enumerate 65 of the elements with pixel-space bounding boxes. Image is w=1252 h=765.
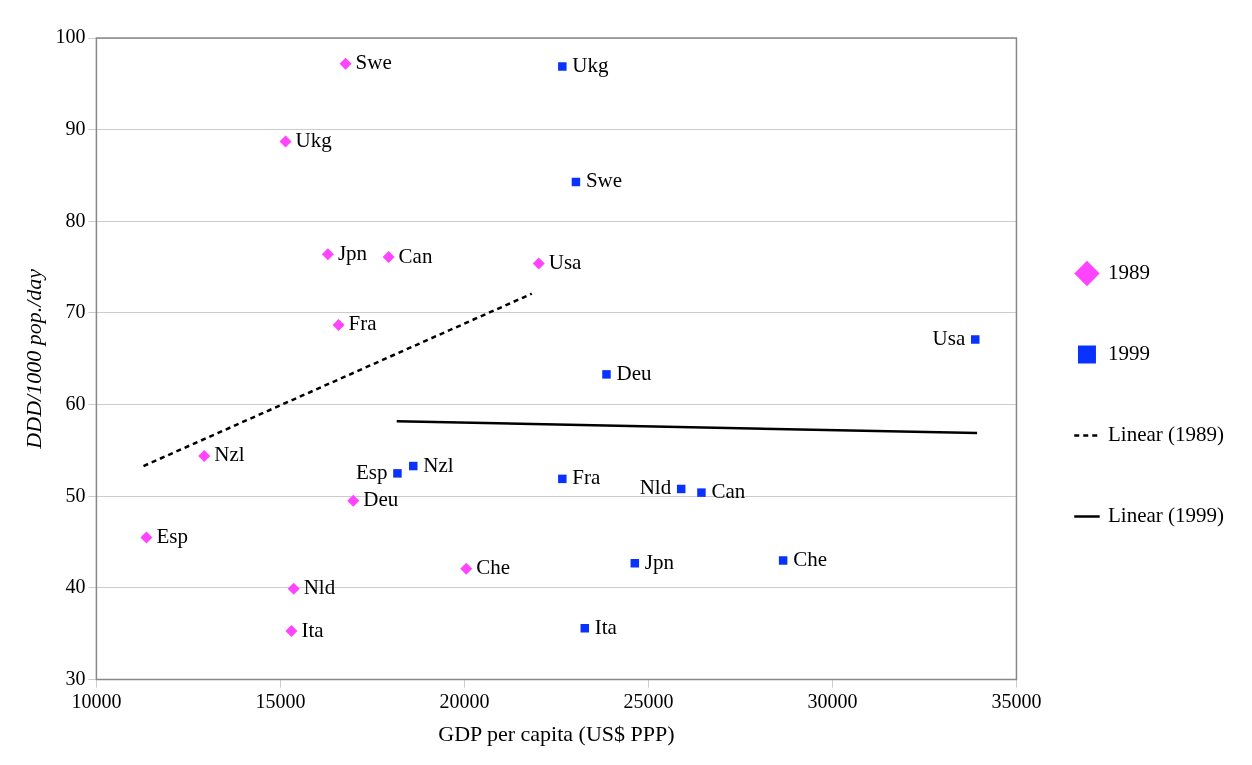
point bbox=[321, 248, 334, 261]
y-tick-label: 30 bbox=[65, 666, 86, 689]
y-tick-label: 60 bbox=[65, 391, 86, 414]
x-axis-title: GDP per capita (US$ PPP) bbox=[438, 720, 675, 746]
legend-label: 1999 bbox=[1107, 341, 1150, 366]
x-tick-label: 30000 bbox=[807, 689, 858, 712]
annotation: Can bbox=[398, 243, 433, 268]
point bbox=[532, 257, 545, 270]
annotation: Jpn bbox=[337, 240, 368, 265]
x-tick-label: 25000 bbox=[623, 689, 674, 712]
annotation: Deu bbox=[363, 487, 399, 512]
annotation: Can bbox=[711, 479, 746, 504]
point bbox=[697, 488, 706, 497]
annotation: Nzl bbox=[214, 442, 245, 467]
annotation: Fra bbox=[348, 311, 378, 336]
point bbox=[393, 469, 402, 478]
annotation: Jpn bbox=[644, 549, 675, 574]
point bbox=[602, 370, 611, 379]
y-tick-label: 40 bbox=[65, 575, 86, 598]
y-tick-label: 100 bbox=[55, 25, 86, 48]
x-tick-label: 15000 bbox=[255, 689, 306, 712]
annotation: Ukg bbox=[572, 52, 609, 77]
y-axis-title: DDD/1000 pop./day bbox=[20, 268, 46, 450]
point bbox=[140, 531, 153, 544]
annotation: Deu bbox=[616, 360, 652, 385]
annotation: Usa bbox=[548, 249, 583, 274]
y-tick-label: 80 bbox=[65, 208, 86, 231]
y-tick-label: 50 bbox=[65, 483, 86, 506]
annotation: Fra bbox=[572, 465, 601, 490]
y-tick-label: 90 bbox=[65, 116, 86, 139]
legend-label: Linear (1999) bbox=[1107, 503, 1225, 528]
point bbox=[285, 625, 298, 638]
legend-label: 1989 bbox=[1107, 260, 1150, 285]
annotation: Usa bbox=[932, 326, 966, 351]
point bbox=[558, 474, 567, 484]
annotation: Ukg bbox=[295, 128, 333, 153]
annotation: Swe bbox=[355, 50, 392, 75]
point bbox=[409, 461, 418, 471]
annotation: Ita bbox=[301, 617, 325, 642]
point bbox=[198, 449, 211, 462]
annotation: Ita bbox=[594, 614, 618, 639]
point bbox=[287, 582, 300, 595]
x-tick-label: 20000 bbox=[439, 689, 490, 712]
annotation: Che bbox=[476, 555, 511, 580]
point bbox=[778, 556, 788, 565]
annotation: Nzl bbox=[423, 452, 454, 477]
point bbox=[382, 251, 395, 264]
point bbox=[971, 335, 980, 344]
annotation: Nld bbox=[303, 575, 336, 600]
annotation: Esp bbox=[355, 459, 388, 484]
point bbox=[347, 494, 360, 507]
x-tick-label: 10000 bbox=[71, 689, 122, 712]
point bbox=[460, 562, 473, 575]
point bbox=[339, 57, 352, 70]
point bbox=[279, 135, 292, 148]
point bbox=[580, 624, 590, 633]
point bbox=[332, 318, 345, 331]
y-tick-label: 70 bbox=[65, 300, 86, 323]
annotation: Swe bbox=[585, 168, 623, 193]
annotation: Nld bbox=[639, 475, 672, 500]
x-tick-label: 35000 bbox=[991, 689, 1042, 712]
legend-label: Linear (1989) bbox=[1107, 422, 1225, 447]
point bbox=[558, 62, 567, 71]
annotation: Esp bbox=[156, 524, 188, 549]
annotation: Che bbox=[793, 546, 827, 571]
